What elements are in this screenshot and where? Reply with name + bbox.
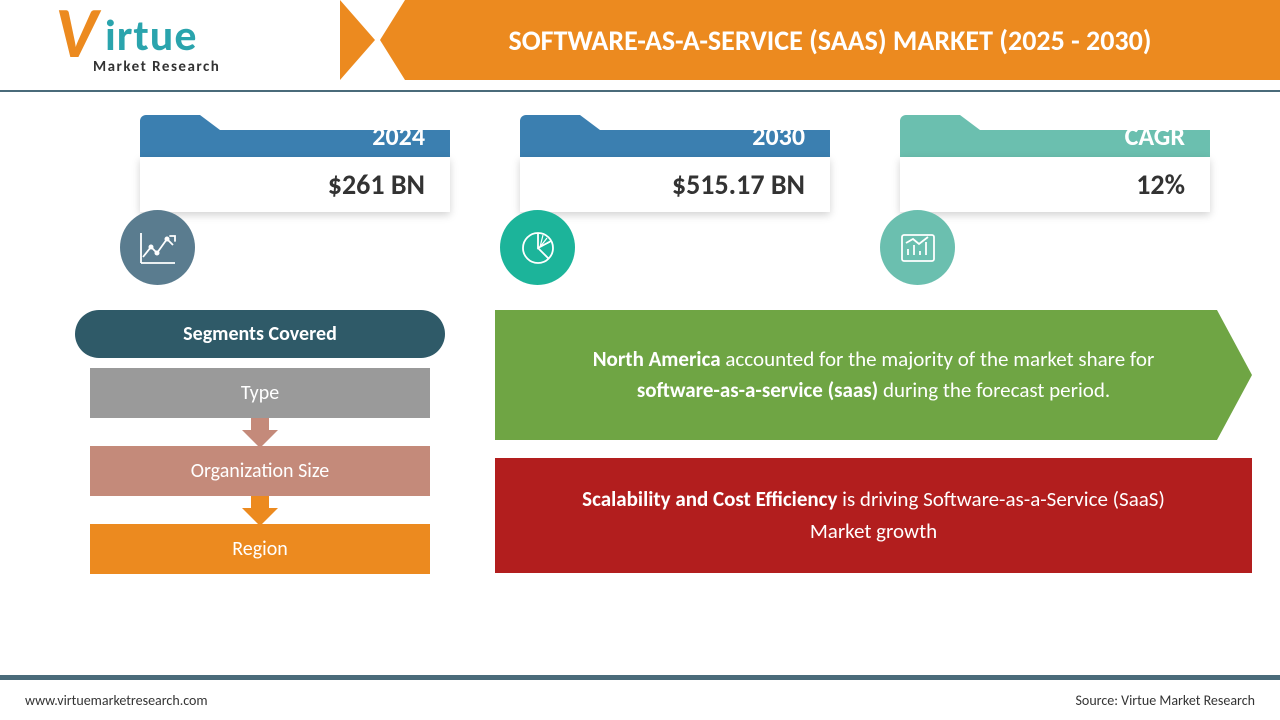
insight-bold: Scalability and Cost Efficiency bbox=[582, 486, 837, 512]
insight-text: during the forecast period. bbox=[878, 377, 1110, 403]
segments-header: Segments Covered bbox=[75, 310, 445, 358]
segment-type: Type bbox=[90, 368, 430, 418]
segment-org-size: Organization Size bbox=[90, 446, 430, 496]
title-arrow-icon bbox=[340, 0, 375, 80]
stat-label: 2024 bbox=[140, 115, 450, 157]
logo: V irtue Market Research bbox=[20, 0, 320, 90]
chevron-down-icon bbox=[75, 416, 445, 448]
footer-url: www.virtuemarketresearch.com bbox=[25, 692, 208, 709]
chevron-down-icon bbox=[75, 494, 445, 526]
stat-label: CAGR bbox=[900, 115, 1210, 157]
header-divider bbox=[0, 90, 1280, 92]
stats-row: 2024 $261 BN 2030 $515.17 BN CAGR 12% bbox=[0, 115, 1280, 275]
stat-label-text: 2024 bbox=[372, 120, 425, 152]
logo-sub: Market Research bbox=[93, 58, 220, 76]
stat-value: 12% bbox=[900, 157, 1210, 212]
growth-chart-icon bbox=[120, 210, 195, 285]
insight-text: is driving Software-as-a-Service (SaaS) … bbox=[810, 486, 1165, 544]
page-title: SOFTWARE-AS-A-SERVICE (SAAS) MARKET (202… bbox=[508, 23, 1151, 58]
insight-region: North America accounted for the majority… bbox=[495, 310, 1252, 440]
stat-label-text: 2030 bbox=[752, 120, 805, 152]
logo-v: V bbox=[55, 5, 98, 63]
stat-value: $515.17 BN bbox=[520, 157, 830, 212]
insight-driver: Scalability and Cost Efficiency is drivi… bbox=[495, 458, 1252, 573]
bar-chart-icon bbox=[880, 210, 955, 285]
stat-label: 2030 bbox=[520, 115, 830, 157]
logo-name: irtue bbox=[105, 8, 197, 62]
insight-text: accounted for the majority of the market… bbox=[721, 346, 1155, 372]
insight-bold: software-as-a-service (saas) bbox=[637, 377, 878, 403]
segment-region: Region bbox=[90, 524, 430, 574]
stat-label-text: CAGR bbox=[1125, 120, 1185, 152]
footer-source: Source: Virtue Market Research bbox=[1076, 692, 1256, 709]
stat-value: $261 BN bbox=[140, 157, 450, 212]
insight-bold: North America bbox=[593, 346, 721, 372]
footer: www.virtuemarketresearch.com Source: Vir… bbox=[0, 680, 1280, 720]
title-banner: SOFTWARE-AS-A-SERVICE (SAAS) MARKET (202… bbox=[380, 0, 1280, 80]
header: V irtue Market Research SOFTWARE-AS-A-SE… bbox=[0, 0, 1280, 90]
segments-column: Segments Covered Type Organization Size … bbox=[75, 310, 445, 574]
pie-icon bbox=[500, 210, 575, 285]
